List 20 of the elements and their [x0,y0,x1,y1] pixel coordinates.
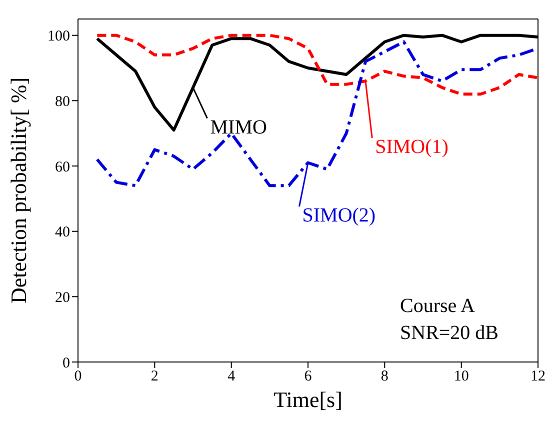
x-tick-label: 0 [74,368,82,385]
x-axis-title: Time[s] [274,387,342,412]
y-tick-label: 80 [55,94,70,110]
x-tick-label: 6 [304,368,312,385]
annotation: Course A [400,295,476,317]
x-tick-label: 2 [150,368,158,385]
y-tick-label: 20 [55,290,70,306]
legend-label: SIMO(2) [302,204,376,227]
legend-label: MIMO [210,116,267,138]
y-tick-label: 40 [55,224,70,241]
y-tick-label: 60 [55,159,70,176]
y-tick-label: 100 [48,28,70,45]
x-tick-label: 12 [530,368,546,385]
y-tick-label: 0 [62,355,70,372]
text: SIMO(1) [375,136,448,158]
y-axis-title: Detection probability[ %] [6,77,31,304]
x-tick-label: 4 [228,368,236,385]
x-tick-label: 8 [380,368,388,385]
annotation: SNR=20 dB [400,322,499,344]
x-tick-label: 10 [454,368,469,385]
